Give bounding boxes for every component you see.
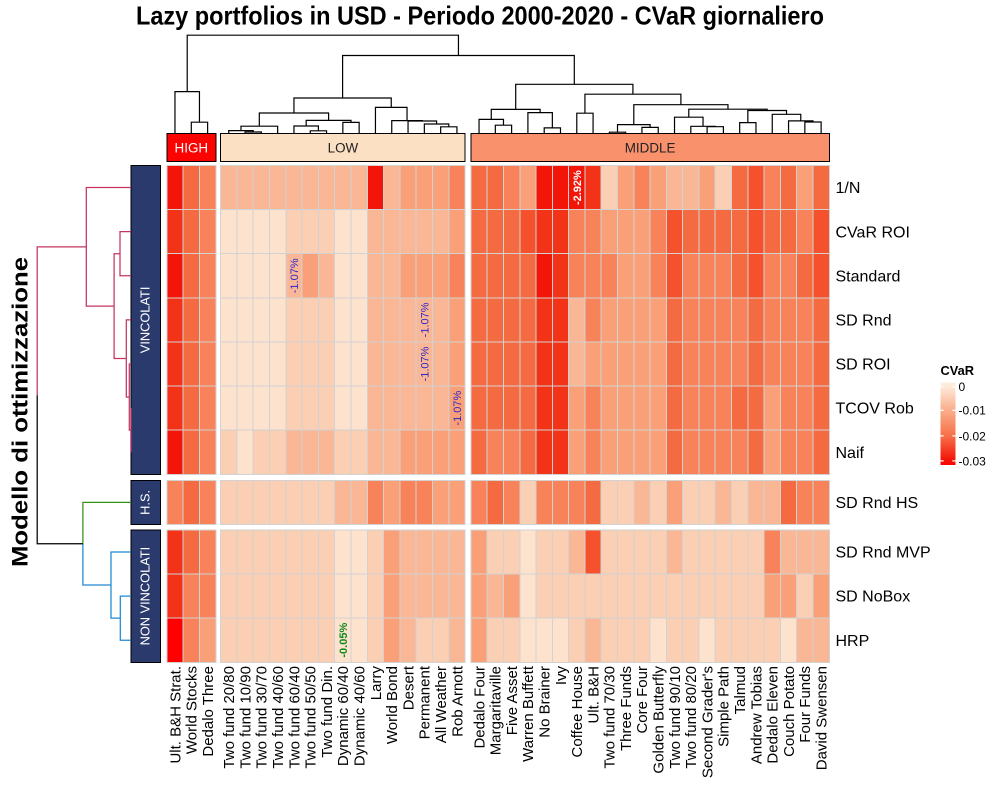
svg-text:Rob Arnott: Rob Arnott <box>449 665 466 737</box>
svg-text:-1.07%: -1.07% <box>419 302 431 337</box>
svg-text:TCOV Rob: TCOV Rob <box>836 401 914 418</box>
svg-text:Coffee House: Coffee House <box>569 666 586 757</box>
svg-text:CVaR ROI: CVaR ROI <box>836 224 910 241</box>
svg-text:LOW: LOW <box>328 140 359 155</box>
svg-text:Dedalo Four: Dedalo Four <box>471 666 488 749</box>
svg-text:1/N: 1/N <box>836 180 861 197</box>
svg-text:Two fund 40/60: Two fund 40/60 <box>270 666 287 769</box>
svg-text:David Swensen: David Swensen <box>813 666 830 770</box>
svg-text:Warren Buffett: Warren Buffett <box>520 665 537 762</box>
svg-text:SD Rnd MVP: SD Rnd MVP <box>836 545 931 562</box>
svg-text:0: 0 <box>959 380 966 394</box>
svg-text:Simple Path: Simple Path <box>716 666 733 747</box>
svg-text:Larry: Larry <box>368 666 385 701</box>
svg-text:Dynamic 40/60: Dynamic 40/60 <box>351 666 368 766</box>
svg-text:NON VINCOLATI: NON VINCOLATI <box>138 547 153 646</box>
svg-text:Dedalo Three: Dedalo Three <box>200 666 217 757</box>
svg-text:-2.92%: -2.92% <box>572 170 584 205</box>
svg-text:VINCOLATI: VINCOLATI <box>138 287 153 354</box>
svg-text:Margaritaville: Margaritaville <box>488 666 505 755</box>
svg-text:Two fund 20/80: Two fund 20/80 <box>221 666 238 769</box>
svg-text:MIDDLE: MIDDLE <box>625 140 676 155</box>
svg-text:Second Grader's: Second Grader's <box>699 666 716 778</box>
svg-text:Two fund 60/40: Two fund 60/40 <box>286 666 303 769</box>
svg-text:Ult. B&H Strat.: Ult. B&H Strat. <box>167 666 184 764</box>
svg-text:Ult. B&H: Ult. B&H <box>585 666 602 724</box>
svg-text:Golden Butterfly: Golden Butterfly <box>651 666 668 774</box>
svg-text:-0.01: -0.01 <box>959 404 987 418</box>
svg-text:Talmud: Talmud <box>732 666 749 714</box>
svg-text:Lazy portfolios in USD - Perio: Lazy portfolios in USD - Periodo 2000-20… <box>136 1 824 31</box>
svg-text:World Stocks: World Stocks <box>184 666 201 754</box>
svg-text:Two fund 50/50: Two fund 50/50 <box>303 666 320 769</box>
svg-text:Two fund 80/20: Two fund 80/20 <box>683 666 700 769</box>
svg-text:SD Rnd HS: SD Rnd HS <box>836 495 919 512</box>
svg-text:Standard: Standard <box>836 268 901 285</box>
svg-text:Ivy: Ivy <box>553 666 570 686</box>
svg-text:Two fund 30/70: Two fund 30/70 <box>254 666 271 769</box>
svg-text:World Bond: World Bond <box>384 666 401 744</box>
svg-text:Dedalo Eleven: Dedalo Eleven <box>765 666 782 764</box>
svg-text:CVaR: CVaR <box>941 363 974 378</box>
svg-text:Two fund 90/10: Two fund 90/10 <box>667 666 684 769</box>
svg-text:Two fund Din.: Two fund Din. <box>319 666 336 758</box>
svg-text:-0.02: -0.02 <box>959 429 987 443</box>
svg-text:SD ROI: SD ROI <box>836 357 891 374</box>
svg-text:Dynamic 60/40: Dynamic 60/40 <box>335 666 352 766</box>
svg-text:H.S.: H.S. <box>138 490 153 515</box>
svg-text:-0.03: -0.03 <box>959 454 987 468</box>
svg-text:-0.05%: -0.05% <box>338 623 350 658</box>
svg-text:SD NoBox: SD NoBox <box>836 589 911 606</box>
svg-text:HIGH: HIGH <box>175 140 208 155</box>
svg-text:All Weather: All Weather <box>433 666 450 743</box>
svg-text:Five Asset: Five Asset <box>504 665 521 735</box>
svg-text:Four Funds: Four Funds <box>797 666 814 743</box>
svg-text:Desert: Desert <box>400 665 417 710</box>
svg-text:Two fund 70/30: Two fund 70/30 <box>602 666 619 769</box>
svg-text:Modello di ottimizzazione: Modello di ottimizzazione <box>8 257 33 567</box>
svg-text:-1.07%: -1.07% <box>289 258 301 293</box>
svg-text:Core Four: Core Four <box>634 666 651 734</box>
svg-text:Three Funds: Three Funds <box>618 666 635 751</box>
svg-text:HRP: HRP <box>836 633 870 650</box>
svg-text:SD Rnd: SD Rnd <box>836 313 892 330</box>
svg-text:Andrew Tobias: Andrew Tobias <box>748 666 765 764</box>
svg-text:Two fund 10/90: Two fund 10/90 <box>237 666 254 769</box>
svg-text:No Brainer: No Brainer <box>537 666 554 738</box>
svg-text:Permanent: Permanent <box>417 665 434 739</box>
svg-text:-1.07%: -1.07% <box>419 346 431 381</box>
svg-text:-1.07%: -1.07% <box>452 390 464 425</box>
svg-text:Naif: Naif <box>836 445 865 462</box>
svg-text:Couch Potato: Couch Potato <box>781 666 798 757</box>
